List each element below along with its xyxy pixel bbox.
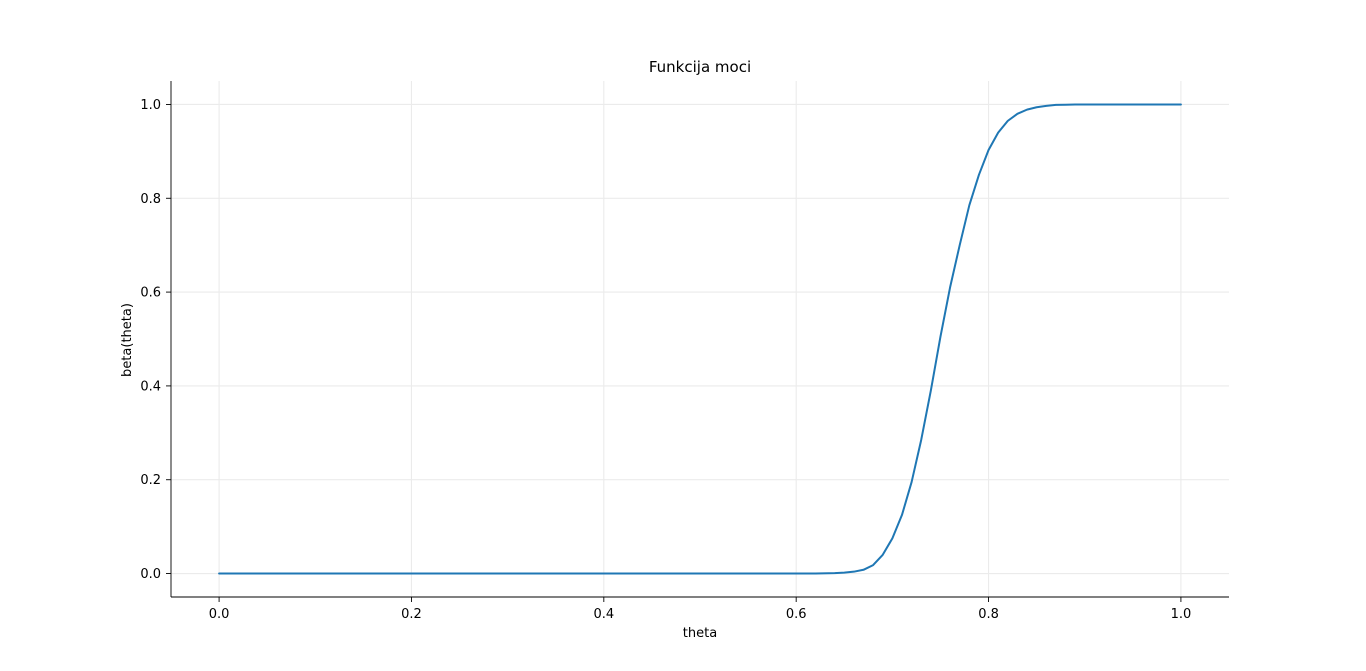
series-layer — [218, 103, 1182, 575]
series-line-0 — [218, 103, 1182, 575]
x-tick-label-5: 1.0 — [1171, 607, 1192, 622]
y-axis-label: beta(theta) — [120, 303, 135, 377]
y-tick-label-5: 1.0 — [140, 98, 161, 113]
tick-layer: 0.0 0.2 0.4 0.6 0.8 1.0 0.0 0.2 0.4 0.6 0.8 1.0 — [140, 98, 1191, 622]
x-tick-label-1: 0.2 — [401, 607, 422, 622]
axes-spines — [170, 81, 1229, 598]
y-tick-label-4: 0.8 — [140, 192, 161, 207]
x-tick-label-0: 0.0 — [209, 607, 230, 622]
x-tick-label-4: 0.8 — [978, 607, 999, 622]
x-tick-label-2: 0.4 — [593, 607, 614, 622]
x-axis-label: theta — [683, 626, 717, 641]
y-tick-label-3: 0.6 — [140, 286, 161, 301]
y-tick-label-1: 0.2 — [140, 473, 161, 488]
y-tick-label-0: 0.0 — [140, 567, 161, 582]
chart-title: Funkcija moci — [649, 58, 751, 76]
y-tick-label-2: 0.4 — [140, 379, 161, 394]
grid-layer — [171, 81, 1229, 597]
x-tick-label-3: 0.6 — [786, 607, 807, 622]
